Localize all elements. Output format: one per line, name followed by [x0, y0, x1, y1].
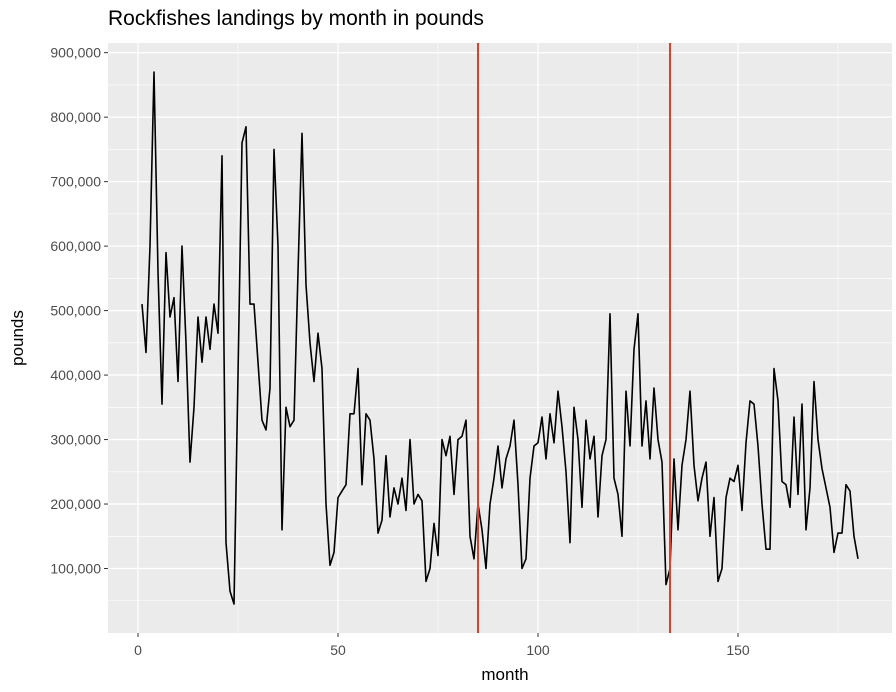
y-tick-label: 900,000 [50, 45, 101, 61]
y-tick-label: 500,000 [50, 303, 101, 319]
x-tick-label: 0 [134, 642, 142, 658]
y-tick-label: 100,000 [50, 561, 101, 577]
series-layer [141, 43, 859, 633]
x-tick-label: 150 [726, 642, 750, 658]
y-tick-label: 800,000 [50, 109, 101, 125]
y-tick-label: 300,000 [50, 432, 101, 448]
y-tick-label: 400,000 [50, 367, 101, 383]
y-tick-label: 600,000 [50, 238, 101, 254]
x-tick-label: 50 [330, 642, 346, 658]
y-tick-label: 200,000 [50, 496, 101, 512]
y-axis-ticks: 100,000 200,000 300,000 400,000 500,000 600,0… [50, 45, 108, 577]
y-axis-title: pounds [8, 310, 27, 366]
series-line [141, 71, 859, 605]
chart-title: Rockfishes landings by month in pounds [108, 7, 484, 30]
x-tick-label: 100 [526, 642, 550, 658]
y-tick-label: 700,000 [50, 174, 101, 190]
x-axis-ticks: 0 50 100 150 [134, 633, 750, 658]
x-axis-title: month [481, 665, 528, 684]
